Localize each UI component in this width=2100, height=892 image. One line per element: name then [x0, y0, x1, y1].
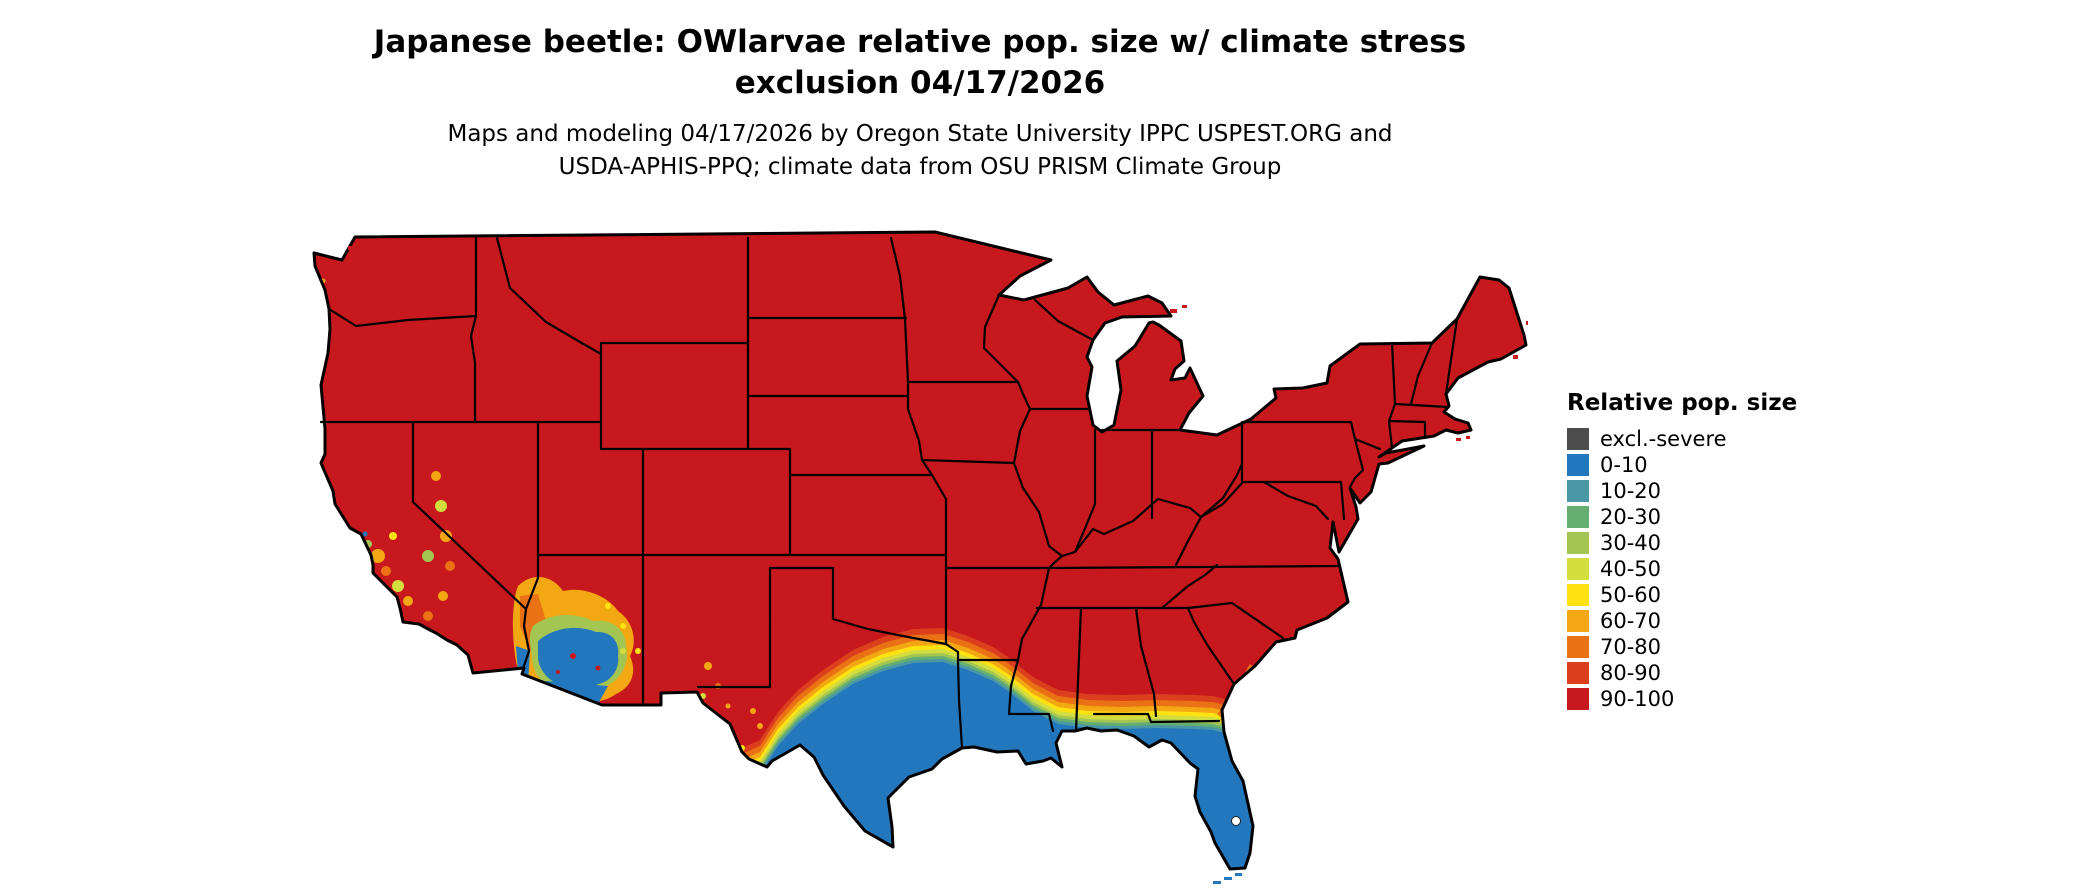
legend-swatch [1567, 584, 1589, 606]
legend-row: 90-100 [1567, 686, 1797, 712]
state-borders-rockies [536, 236, 948, 707]
legend-row: 10-20 [1567, 478, 1797, 504]
legend-row: 0-10 [1567, 452, 1797, 478]
state-borders-ohio-valley [1060, 462, 1244, 567]
legend-swatch [1567, 688, 1589, 710]
legend-swatch [1567, 610, 1589, 632]
us-outline [312, 230, 1528, 871]
title-line-2: exclusion 04/17/2026 [734, 65, 1106, 101]
legend-label: 30-40 [1600, 531, 1662, 555]
legend-swatch [1567, 532, 1589, 554]
figure-title: Japanese beetle: OWlarvae relative pop. … [270, 22, 1570, 104]
legend-row: 50-60 [1567, 582, 1797, 608]
legend-label: 10-20 [1600, 479, 1662, 503]
legend-swatch [1567, 480, 1589, 502]
legend-label: 90-100 [1600, 687, 1675, 711]
legend-swatch [1567, 558, 1589, 580]
legend-row: 20-30 [1567, 504, 1797, 530]
legend-swatch [1567, 636, 1589, 658]
map-container [308, 226, 1530, 886]
legend-title: Relative pop. size [1567, 390, 1798, 416]
florida-keys [1213, 873, 1242, 884]
state-borders-west [319, 236, 603, 671]
legend-swatch [1567, 662, 1589, 684]
state-borders-plains [746, 236, 1051, 646]
legend-label: 0-10 [1600, 453, 1648, 477]
legend-entries: excl.-severe 0-10 10-20 20-30 30-40 40-5… [1567, 426, 1797, 712]
legend: Relative pop. size excl.-severe 0-10 10-… [1567, 390, 1797, 712]
legend-row: excl.-severe [1567, 426, 1797, 452]
legend-swatch [1567, 506, 1589, 528]
subtitle-line-2: USDA-APHIS-PPQ; climate data from OSU PR… [558, 154, 1282, 180]
legend-label: 80-90 [1600, 661, 1662, 685]
figure-subtitle: Maps and modeling 04/17/2026 by Oregon S… [270, 118, 1570, 184]
legend-label: 70-80 [1600, 635, 1662, 659]
lake-okeechobee [1231, 816, 1241, 826]
legend-row: 40-50 [1567, 556, 1797, 582]
subtitle-line-1: Maps and modeling 04/17/2026 by Oregon S… [447, 121, 1393, 147]
legend-row: 70-80 [1567, 634, 1797, 660]
legend-label: 60-70 [1600, 609, 1662, 633]
state-borders-texas [696, 566, 1020, 750]
legend-label: 20-30 [1600, 505, 1662, 529]
legend-label: excl.-severe [1600, 427, 1727, 451]
legend-label: 40-50 [1600, 557, 1662, 581]
state-borders-mississippi [982, 293, 1182, 733]
us-map [312, 230, 1530, 884]
legend-row: 80-90 [1567, 660, 1797, 686]
legend-label: 50-60 [1600, 583, 1662, 607]
legend-row: 60-70 [1567, 608, 1797, 634]
state-borders-south [1035, 563, 1340, 733]
legend-swatch [1567, 428, 1589, 450]
title-line-1: Japanese beetle: OWlarvae relative pop. … [373, 24, 1467, 60]
legend-swatch [1567, 454, 1589, 476]
legend-row: 30-40 [1567, 530, 1797, 556]
state-borders [319, 236, 1459, 750]
state-borders-northeast [1240, 317, 1459, 521]
